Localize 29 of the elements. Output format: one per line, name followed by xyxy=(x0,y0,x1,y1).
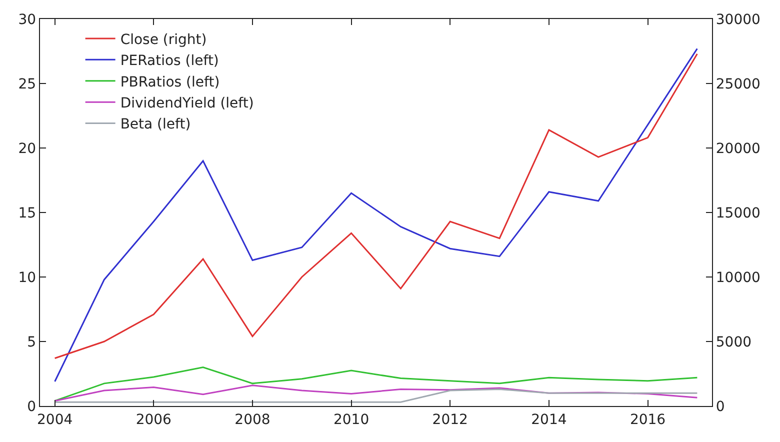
y-tick-label: 5 xyxy=(27,334,36,350)
y-tick-label: 20 xyxy=(18,140,36,157)
line-series xyxy=(54,384,698,402)
line-series xyxy=(54,366,698,402)
legend-label: Beta (left) xyxy=(120,116,191,133)
y-tick-label: 0 xyxy=(27,398,36,415)
legend-label: PERatios (left) xyxy=(120,53,219,70)
y-tick-label: 15 xyxy=(18,205,36,222)
legend-label: PBRatios (left) xyxy=(120,74,220,90)
y-tick-label: 25 xyxy=(18,76,36,92)
x-tick-label: 2004 xyxy=(37,412,73,428)
y2-tick-label: 30000 xyxy=(716,12,760,28)
x-tick-label: 2012 xyxy=(432,412,468,428)
legend-label: Close (right) xyxy=(120,32,207,48)
legend-label: DividendYield (left) xyxy=(120,96,254,112)
y2-tick-label: 20000 xyxy=(716,140,760,157)
y-tick-label: 30 xyxy=(18,12,36,28)
x-tick-label: 2010 xyxy=(333,412,370,428)
y2-tick-label: 10000 xyxy=(716,270,760,286)
y2-tick-label: 15000 xyxy=(716,205,760,222)
x-tick-label: 2008 xyxy=(234,412,270,428)
line-series xyxy=(54,388,698,403)
x-tick-label: 2016 xyxy=(630,412,666,428)
y2-tick-label: 0 xyxy=(716,398,725,415)
x-tick-label: 2006 xyxy=(136,412,172,428)
x-tick-label: 2014 xyxy=(531,412,567,428)
y2-tick-label: 5000 xyxy=(716,334,752,350)
y-tick-label: 10 xyxy=(18,270,36,286)
y2-tick-label: 25000 xyxy=(716,76,760,92)
